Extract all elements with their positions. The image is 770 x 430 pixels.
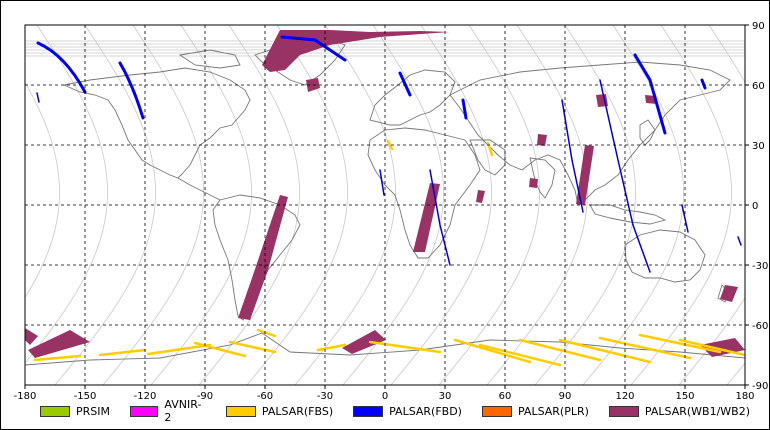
legend-label: PALSAR(WB1/WB2) — [644, 404, 750, 418]
graticule — [25, 25, 745, 385]
wb-swath-antarctic-west — [25, 328, 38, 345]
coastline-arctic-islands — [178, 49, 241, 69]
x-tick-label: -30 — [317, 391, 333, 402]
legend-label: PALSAR(PLR) — [517, 404, 589, 418]
fbs-track-2 — [98, 348, 147, 357]
wb-swath-antarctic-prime — [342, 330, 386, 354]
x-tick-label: 150 — [675, 391, 694, 402]
fbs-track-5 — [228, 340, 277, 354]
fbd-track-canada-west — [118, 61, 145, 120]
wb-swath-africa — [413, 183, 440, 252]
wb-swath-india — [529, 178, 538, 188]
x-tick-label: -180 — [14, 391, 37, 402]
fbd-track-east-asia — [599, 79, 651, 273]
coastline-europe — [369, 69, 456, 126]
fbs-track-1 — [33, 354, 82, 362]
x-tick-label: 180 — [735, 391, 754, 402]
legend-swatch — [353, 405, 384, 417]
legend-item: PALSAR(FBS) — [225, 404, 334, 418]
x-tick-label: 60 — [499, 391, 512, 402]
y-tick-label: -90 — [752, 381, 768, 392]
legend-item: PALSAR(FBD) — [353, 405, 462, 418]
legend-item: PALSAR(WB1/WB2) — [608, 404, 750, 418]
fbs-track-14 — [638, 333, 722, 354]
orbit-track — [678, 25, 745, 385]
wb-swath-antarctic-150w — [28, 330, 90, 358]
fbs-track-10 — [478, 343, 562, 367]
legend-item: PRSIM — [40, 405, 110, 418]
y-tick-label: 0 — [752, 201, 758, 212]
wb-swath-new-zealand — [720, 285, 738, 302]
x-tick-label: -150 — [74, 391, 97, 402]
wb-swath-south-america — [238, 195, 288, 320]
wb-swath-se-asia — [576, 145, 594, 205]
fbd-track-russia-west — [461, 98, 468, 120]
legend-label: AVNIR-2 — [164, 398, 202, 424]
coastline-north-america — [62, 67, 251, 179]
fbd-track-east-siberia — [633, 53, 667, 135]
y-tick-label: -60 — [752, 321, 768, 332]
x-tick-label: 90 — [559, 391, 572, 402]
fbd-track-kamchatka — [700, 78, 707, 90]
fbs-track-6 — [256, 328, 277, 338]
coastline-central-america — [177, 177, 221, 201]
fbd-track-pacific — [36, 92, 40, 103]
fbd-track-west-africa — [379, 169, 385, 196]
x-tick-label: -120 — [134, 391, 157, 402]
fbs-track-sahara — [386, 139, 394, 151]
legend-swatch — [225, 405, 256, 417]
y-axis-ticks: 90 60 30 0 -30 -60 -90 — [745, 21, 768, 392]
coastline-antarctica — [25, 332, 745, 366]
wb-swath-asia-central — [537, 134, 547, 146]
coastline-japan — [639, 119, 656, 146]
fbd-track-scandinavia — [398, 71, 412, 97]
fbd-track-south-asia — [561, 99, 584, 213]
legend-label: PALSAR(FBS) — [261, 404, 334, 418]
x-tick-label: 30 — [439, 391, 452, 402]
legend-swatch — [608, 405, 639, 417]
legend-item: AVNIR-2 — [130, 398, 206, 424]
fbd-track-greenland — [280, 35, 347, 62]
fbs-track-13 — [598, 336, 692, 360]
fbd-track-pacific-east — [737, 236, 742, 246]
y-tick-label: -30 — [752, 261, 768, 272]
legend-label: PALSAR(FBD) — [389, 404, 462, 418]
coastline-asia — [449, 61, 731, 206]
legend-swatch — [130, 405, 159, 417]
wb-swath-madagascar — [476, 190, 485, 203]
coastline-australia — [624, 229, 706, 283]
y-tick-label: 60 — [752, 81, 765, 92]
fbs-track-15 — [678, 338, 745, 357]
fbs-track-12 — [558, 338, 652, 364]
fbs-track-3 — [146, 343, 212, 356]
legend-item: PALSAR(PLR) — [481, 404, 589, 418]
y-tick-label: 90 — [752, 21, 765, 32]
y-tick-label: 30 — [752, 141, 765, 152]
legend-label: PRSIM — [76, 404, 110, 418]
fbd-track-central-africa — [429, 169, 451, 266]
legend: PRSIM AVNIR-2 PALSAR(FBS) PALSAR(FBD) PALSAR… — [40, 398, 770, 424]
legend-swatch — [481, 405, 512, 417]
x-tick-label: -60 — [257, 391, 273, 402]
x-tick-label: 120 — [615, 391, 634, 402]
x-tick-label: -90 — [197, 391, 213, 402]
fbs-track-8 — [368, 340, 442, 354]
fbs-track-11 — [518, 338, 602, 362]
x-tick-label: 0 — [382, 391, 388, 402]
fbs-track-4 — [193, 341, 247, 358]
x-axis-ticks: -180 -150 -120 -90 -60 -30 0 30 60 90 120 150 180 — [14, 385, 755, 402]
coastline-indonesia — [589, 204, 667, 225]
observation-swaths — [25, 30, 745, 367]
legend-swatch — [40, 405, 70, 417]
fbs-track-9 — [453, 338, 532, 364]
fbs-track-7 — [316, 343, 347, 352]
coastline-arabia — [469, 139, 506, 176]
